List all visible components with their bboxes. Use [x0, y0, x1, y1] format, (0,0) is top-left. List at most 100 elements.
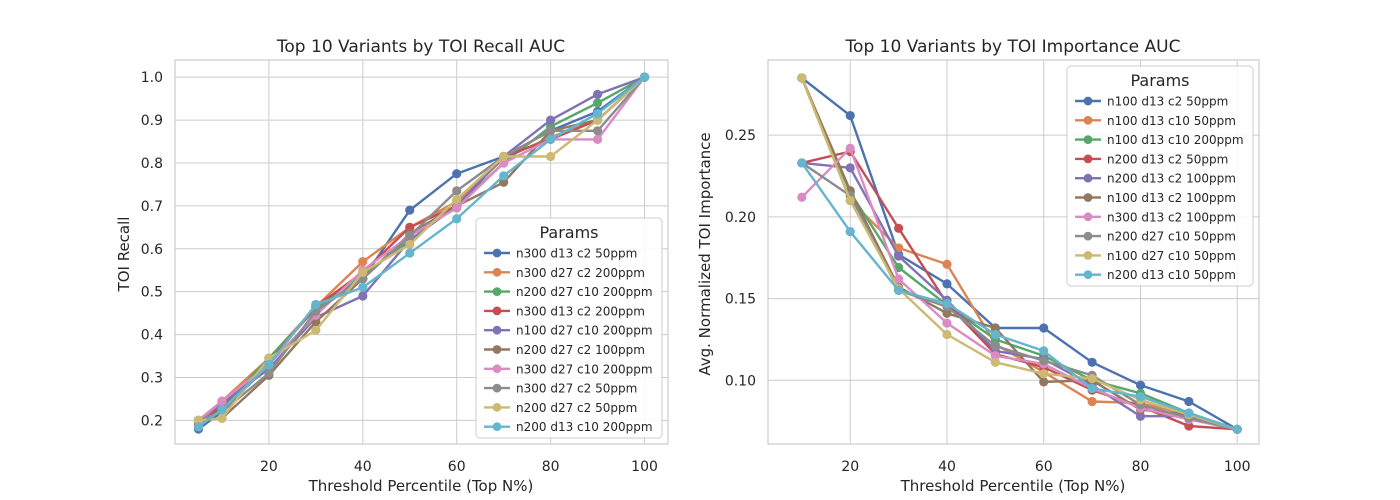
legend-marker: [1083, 270, 1093, 280]
plot-frame: [767, 59, 1260, 445]
legend-item: n200 d27 c10 50ppm: [1075, 230, 1236, 244]
legend-item: n200 d27 c10 200ppm: [484, 285, 653, 299]
data-point: [942, 279, 952, 289]
y-tick-label: 0.10: [725, 373, 756, 389]
data-point: [264, 368, 274, 378]
legend-item: n200 d27 c2 100ppm: [484, 343, 645, 357]
legend-marker: [492, 325, 502, 335]
legend-label: n100 d13 c2 100ppm: [1107, 191, 1236, 205]
x-tick-label: 20: [841, 459, 859, 475]
data-point: [990, 357, 1000, 367]
legend-label: n200 d27 c2 50ppm: [516, 401, 637, 415]
data-point: [546, 126, 556, 136]
legend-label: n200 d27 c2 100ppm: [516, 343, 645, 357]
legend-box: [475, 217, 663, 439]
y-tick-label: 0.3: [141, 370, 163, 386]
legend-label: n100 d13 c10 50ppm: [1107, 114, 1236, 128]
legend-marker: [492, 306, 502, 316]
data-point: [452, 214, 462, 224]
legend-marker: [1083, 231, 1093, 241]
legend-item: n100 d13 c2 100ppm: [1075, 191, 1236, 205]
series-line: [801, 146, 1238, 431]
y-tick-label: 0.4: [141, 328, 163, 344]
y-tick-label: 0.20: [725, 210, 756, 226]
legend-label: n200 d13 c10 50ppm: [1107, 268, 1236, 282]
plot-frame: [174, 59, 669, 445]
data-point: [592, 89, 603, 99]
x-tick-label: 60: [1035, 459, 1053, 475]
data-point: [1087, 374, 1097, 384]
data-point: [1039, 346, 1049, 356]
data-point: [193, 415, 204, 426]
data-point: [990, 351, 1000, 361]
legend-item: n200 d13 c2 50ppm: [1075, 152, 1228, 166]
legend-label: n200 d27 c10 50ppm: [1107, 230, 1236, 244]
data-point: [942, 298, 952, 309]
y-tick-label: 1.0: [141, 70, 163, 86]
legend-item: n100 d27 c10 50ppm: [1075, 249, 1236, 263]
recall-auc-chart: Top 10 Variants by TOI Recall AUC Thresh…: [115, 37, 669, 495]
legend-title: Params: [1130, 71, 1189, 90]
data-point: [639, 72, 650, 82]
series-line: [801, 77, 1238, 431]
data-point: [311, 325, 321, 335]
data-point: [592, 109, 603, 119]
legend-label: n300 d27 c2 50ppm: [516, 382, 637, 396]
legend-marker: [492, 287, 502, 296]
data-point: [452, 194, 462, 205]
y-tick-label: 0.15: [725, 292, 756, 308]
y-tick-label: 0.9: [141, 113, 163, 129]
chart-title: Top 10 Variants by TOI Recall AUC: [276, 37, 565, 57]
x-tick-label: 100: [631, 459, 658, 475]
legend-label: n300 d27 c10 200ppm: [516, 362, 653, 376]
legend-marker: [1083, 115, 1093, 125]
data-point: [1087, 383, 1097, 394]
legend-marker: [1083, 193, 1093, 202]
data-point: [1087, 396, 1097, 407]
data-point: [1039, 356, 1049, 366]
series-line: [800, 77, 1238, 431]
legend-marker: [1083, 212, 1093, 222]
x-tick-label: 40: [938, 459, 956, 475]
data-point: [546, 151, 556, 162]
legend: Params n300 d13 c2 50ppm n300 d27 c2 200pp…: [475, 217, 663, 439]
data-point: [592, 134, 603, 144]
data-point: [1135, 392, 1146, 402]
data-point: [499, 158, 509, 168]
series-line: [800, 77, 1238, 431]
series-n200-d13-c10-200ppm: [193, 72, 650, 432]
legend-item: n300 d27 c2 200ppm: [484, 266, 645, 280]
data-point: [894, 274, 904, 284]
data-point: [990, 329, 1000, 340]
legend-label: n200 d27 c10 200ppm: [516, 285, 653, 299]
data-point: [845, 143, 855, 153]
legend-marker: [1083, 251, 1093, 260]
legend-item: n200 d13 c2 100ppm: [1075, 172, 1236, 186]
data-point: [592, 98, 603, 108]
data-point: [546, 134, 556, 144]
data-point: [358, 257, 368, 267]
x-tick-label: 40: [354, 459, 372, 475]
data-point: [217, 396, 227, 406]
legend-item: n100 d13 c10 50ppm: [1075, 114, 1236, 128]
y-axis-label: Avg. Normalized TOI Importance: [696, 132, 714, 375]
importance-auc-chart: Top 10 Variants by TOI Importance AUC Th…: [696, 37, 1260, 495]
x-tick-label: 100: [1224, 459, 1251, 475]
legend-label: n200 d13 c10 200ppm: [516, 420, 653, 434]
legend-marker: [492, 267, 502, 277]
legend-marker: [492, 345, 502, 354]
legend-label: n300 d27 c2 200ppm: [516, 266, 645, 280]
legend-label: n100 d27 c10 50ppm: [1107, 249, 1236, 263]
data-point: [217, 405, 227, 415]
data-point: [1039, 369, 1049, 379]
legend-item: n100 d13 c2 50ppm: [1075, 95, 1228, 109]
data-point: [1039, 323, 1049, 333]
data-point: [499, 177, 509, 187]
legend-marker: [1083, 96, 1093, 106]
data-point: [193, 422, 204, 432]
x-axis-label: Threshold Percentile (Top N%): [900, 477, 1126, 495]
data-point: [845, 195, 855, 206]
x-tick-label: 80: [1132, 459, 1150, 475]
legend-item: n300 d13 c2 100ppm: [1075, 210, 1236, 224]
data-point: [845, 110, 855, 121]
